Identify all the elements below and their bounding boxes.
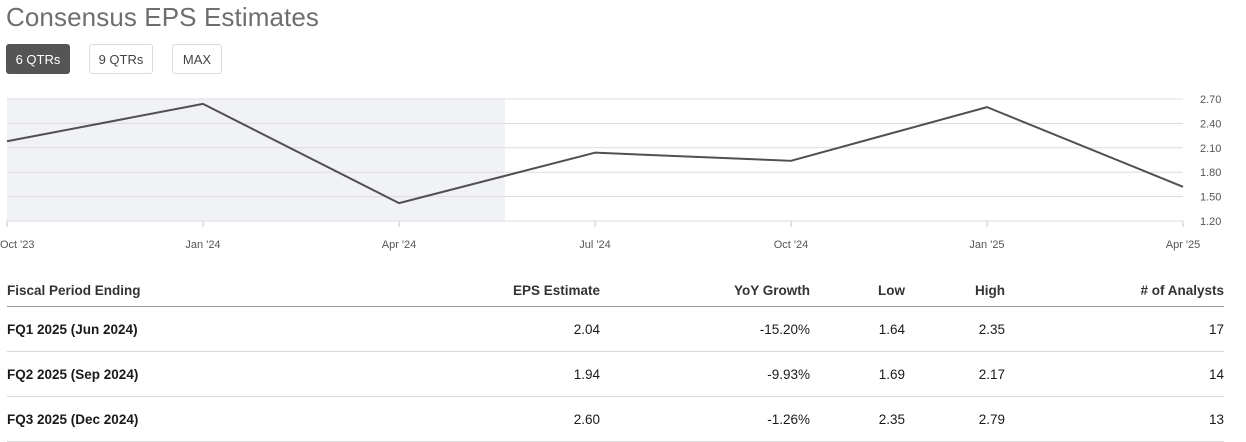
tab-max[interactable]: MAX <box>172 44 222 74</box>
y-tick-label: 1.20 <box>1200 216 1221 228</box>
table-row: FQ3 2025 (Dec 2024) 2.60 -1.26% 2.35 2.7… <box>7 397 1224 442</box>
y-tick-label: 1.80 <box>1200 167 1221 179</box>
high-cell: 2.35 <box>978 321 1005 337</box>
x-tick-label: Apr '25 <box>1166 239 1201 251</box>
period-cell: FQ1 2025 (Jun 2024) <box>7 321 138 337</box>
x-tick-label: Apr '24 <box>382 239 417 251</box>
low-cell: 1.69 <box>878 366 905 382</box>
analysts-cell: 17 <box>1208 321 1224 337</box>
header-yoy-growth: YoY Growth <box>733 283 810 298</box>
period-cell: FQ2 2025 (Sep 2024) <box>7 366 139 382</box>
header-period: Fiscal Period Ending <box>7 283 141 298</box>
eps-cell: 1.94 <box>573 366 600 382</box>
analysts-cell: 14 <box>1208 366 1224 382</box>
yoy-cell: -1.26% <box>767 411 810 427</box>
header-low: Low <box>878 283 905 298</box>
y-tick-label: 2.10 <box>1200 143 1221 155</box>
x-tick-label: Oct '24 <box>774 239 809 251</box>
y-tick-label: 1.50 <box>1200 192 1221 204</box>
analysts-cell: 13 <box>1208 411 1224 427</box>
header-high: High <box>975 283 1005 298</box>
period-cell: FQ3 2025 (Dec 2024) <box>7 411 139 427</box>
period-tabs: 6 QTRs 9 QTRs MAX <box>6 44 241 74</box>
eps-cell: 2.60 <box>573 411 600 427</box>
eps-cell: 2.04 <box>573 321 600 337</box>
header-eps-estimate: EPS Estimate <box>512 283 600 298</box>
y-tick-label: 2.70 <box>1200 94 1221 106</box>
table-row: FQ2 2025 (Sep 2024) 1.94 -9.93% 1.69 2.1… <box>7 352 1224 397</box>
eps-series-line <box>6 102 1184 205</box>
yoy-cell: -15.20% <box>759 321 810 337</box>
high-cell: 2.79 <box>978 411 1005 427</box>
page-title: Consensus EPS Estimates <box>6 2 319 32</box>
header-analysts: # of Analysts <box>1140 283 1224 298</box>
eps-line-chart: 2.70 2.40 2.10 1.80 1.50 1.20 Oct '23 Jan '24 Ap… <box>0 94 1221 251</box>
high-cell: 2.17 <box>978 366 1005 382</box>
tab-9-qtrs[interactable]: 9 QTRs <box>89 44 153 74</box>
table-row: FQ1 2025 (Jun 2024) 2.04 -15.20% 1.64 2.… <box>7 307 1224 352</box>
table-header-row: Fiscal Period Ending EPS Estimate YoY Gr… <box>7 275 1224 307</box>
y-tick-label: 2.40 <box>1200 118 1221 130</box>
tab-6-qtrs[interactable]: 6 QTRs <box>6 44 70 74</box>
low-cell: 1.64 <box>878 321 905 337</box>
yoy-cell: -9.93% <box>767 366 810 382</box>
x-tick-label: Oct '23 <box>0 239 35 251</box>
x-tick-label: Jan '25 <box>969 239 1004 251</box>
estimates-table: Fiscal Period Ending EPS Estimate YoY Gr… <box>7 275 1224 442</box>
low-cell: 2.35 <box>878 411 905 427</box>
x-tick-label: Jul '24 <box>579 239 610 251</box>
x-tick-label: Jan '24 <box>185 239 220 251</box>
history-shade <box>7 99 505 221</box>
